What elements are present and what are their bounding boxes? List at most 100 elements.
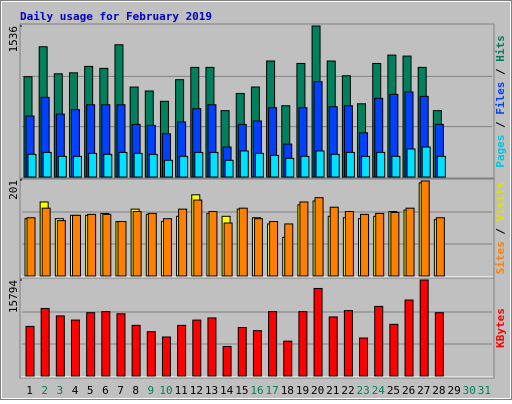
bar	[194, 151, 204, 178]
bar	[146, 331, 156, 377]
bar	[88, 152, 98, 178]
bar	[436, 155, 446, 178]
x-tick-label: 20	[311, 384, 324, 397]
x-tick-label: 5	[87, 384, 94, 397]
legend-entry: Pages	[494, 135, 507, 168]
x-tick-label: 6	[102, 384, 109, 397]
bar	[390, 211, 400, 277]
bar	[254, 152, 264, 178]
bar	[237, 326, 247, 377]
bar	[131, 324, 141, 377]
bar	[71, 214, 81, 277]
bar	[420, 180, 430, 277]
bar	[252, 330, 262, 377]
bar	[360, 213, 370, 277]
bar	[55, 315, 65, 377]
bar	[117, 221, 127, 277]
x-tick-label: 25	[387, 384, 400, 397]
bar	[72, 155, 82, 178]
bar	[389, 323, 399, 377]
legend: Sites / Visits	[494, 182, 507, 275]
x-tick-label: 27	[417, 384, 430, 397]
panel-frame	[19, 277, 495, 379]
x-tick-label: 4	[72, 384, 79, 397]
bar	[315, 150, 325, 178]
x-tick-label: 7	[117, 384, 124, 397]
bar	[343, 310, 353, 377]
bar	[253, 218, 263, 277]
bar	[405, 207, 415, 277]
bar	[299, 201, 309, 277]
bar	[57, 155, 67, 178]
bar	[421, 146, 431, 178]
bar	[116, 313, 126, 377]
legend-separator: /	[494, 62, 507, 82]
bar	[118, 151, 128, 178]
y-tick-label: 201	[7, 180, 20, 200]
bar	[239, 150, 249, 178]
bar	[147, 212, 157, 277]
bar	[406, 148, 416, 178]
bar	[179, 155, 189, 178]
bar	[300, 155, 310, 178]
bar	[41, 207, 51, 277]
x-tick-label: 10	[159, 384, 172, 397]
x-tick-label: 13	[205, 384, 218, 397]
x-tick-label: 23	[357, 384, 370, 397]
x-tick-label: 31	[478, 384, 491, 397]
x-tick-label: 18	[281, 384, 294, 397]
bar	[298, 311, 308, 377]
bar	[314, 197, 324, 277]
x-tick-label: 1	[26, 384, 33, 397]
legend-entry: Visits	[494, 182, 507, 222]
x-tick-label: 3	[57, 384, 64, 397]
bar	[345, 151, 355, 178]
bar	[404, 299, 414, 377]
bar	[40, 307, 50, 377]
bar	[177, 324, 187, 377]
bar	[193, 199, 203, 277]
legend-separator: /	[494, 221, 507, 241]
x-tick-label: 30	[463, 384, 476, 397]
bar	[328, 316, 338, 377]
x-tick-label: 8	[132, 384, 139, 397]
bar	[238, 207, 248, 277]
x-tick-label: 11	[175, 384, 188, 397]
legend: Pages / Files / Hits	[494, 35, 507, 168]
x-tick-label: 19	[296, 384, 309, 397]
bar	[209, 151, 219, 178]
legend-separator: /	[494, 115, 507, 135]
bar	[283, 340, 293, 377]
y-tick-label: 15794	[7, 280, 20, 313]
x-tick-label: 29	[447, 384, 460, 397]
x-tick-label: 26	[402, 384, 415, 397]
x-tick-label: 28	[432, 384, 445, 397]
bar	[163, 159, 173, 178]
bar	[132, 211, 142, 277]
x-tick-label: 15	[235, 384, 248, 397]
x-tick-label: 17	[266, 384, 279, 397]
bar	[224, 159, 234, 178]
x-tick-label: 9	[148, 384, 155, 397]
bar	[435, 217, 445, 277]
x-tick-label: 12	[190, 384, 203, 397]
x-tick-label: 24	[372, 384, 386, 397]
bar	[284, 223, 294, 277]
bar	[103, 153, 113, 178]
bar	[133, 152, 143, 178]
bar	[42, 151, 52, 178]
bar	[344, 211, 354, 277]
bar	[329, 206, 339, 277]
chart-title: Daily usage for February 2019	[20, 10, 212, 23]
bar	[313, 287, 323, 377]
bar	[102, 213, 112, 277]
legend: KBytes	[494, 308, 507, 348]
x-tick-label: 21	[326, 384, 339, 397]
bar	[27, 153, 37, 178]
bar	[361, 155, 371, 178]
x-tick-label: 22	[341, 384, 354, 397]
x-tick-label: 16	[250, 384, 263, 397]
